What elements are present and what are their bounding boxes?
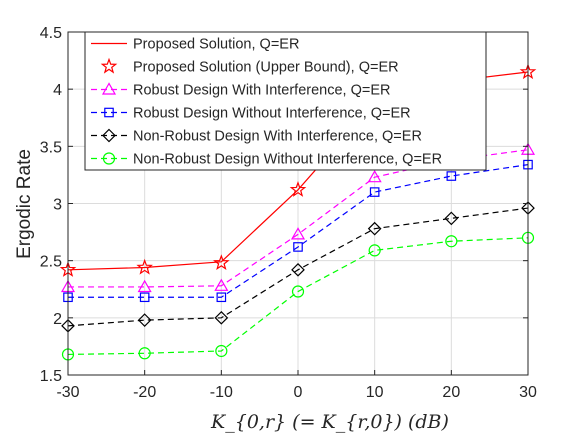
series-6 bbox=[61, 231, 535, 361]
data-point bbox=[368, 244, 381, 257]
legend-entry-6: Non-Robust Design Without Interference, … bbox=[91, 152, 442, 168]
y-tick-label: 3 bbox=[53, 197, 62, 214]
series-line bbox=[67, 237, 529, 356]
data-point bbox=[100, 57, 118, 74]
legend-box bbox=[84, 31, 487, 171]
x-tick-label: 30 bbox=[519, 384, 537, 401]
legend-label: Robust Design With Interference, Q=ER bbox=[133, 83, 391, 99]
data-point bbox=[291, 262, 305, 277]
x-tick-label: 20 bbox=[442, 384, 460, 401]
legend-label: Robust Design Without Interference, Q=ER bbox=[133, 106, 411, 122]
data-point bbox=[214, 310, 229, 325]
data-point bbox=[215, 344, 228, 358]
y-axis-label: Ergodic Rate bbox=[14, 149, 35, 259]
series-line bbox=[67, 207, 529, 327]
data-point bbox=[216, 292, 227, 303]
y-tick-label: 1.5 bbox=[40, 368, 62, 385]
legend-entry-4: Robust Design Without Interference, Q=ER bbox=[91, 106, 411, 122]
data-point bbox=[293, 242, 303, 252]
data-point bbox=[369, 187, 380, 197]
legend-label: Proposed Solution, Q=ER bbox=[133, 37, 299, 53]
data-point bbox=[137, 279, 152, 293]
data-point bbox=[101, 82, 117, 95]
series-line bbox=[68, 164, 529, 298]
data-point bbox=[291, 285, 305, 298]
x-tick-label: -30 bbox=[56, 384, 79, 401]
data-point bbox=[102, 128, 116, 143]
legend-label: Non-Robust Design Without Interference, … bbox=[133, 152, 442, 168]
y-tick-label: 2.5 bbox=[40, 254, 62, 271]
legend-label: Proposed Solution (Upper Bound), Q=ER bbox=[133, 60, 399, 76]
legend-entry-2: Proposed Solution (Upper Bound), Q=ER bbox=[100, 57, 399, 76]
y-tick-label: 3.5 bbox=[40, 139, 62, 156]
data-point bbox=[367, 221, 382, 236]
legend-entry-5: Non-Robust Design With Interference, Q=E… bbox=[91, 129, 422, 145]
data-point bbox=[213, 254, 230, 271]
x-tick-label: -10 bbox=[210, 384, 233, 401]
data-point bbox=[444, 211, 459, 226]
tick-layer: -30 -20 -10 0 10 20 30 1.5 2 2.5 3 3.5 4 4.5 bbox=[40, 25, 537, 401]
legend-entry-3: Robust Design With Interference, Q=ER bbox=[91, 82, 391, 99]
data-point bbox=[136, 258, 153, 275]
data-point bbox=[138, 347, 151, 360]
x-axis-label: K_{0,r} (= K_{r,0}) (dB) bbox=[210, 411, 449, 433]
data-point bbox=[137, 313, 152, 327]
data-point bbox=[367, 169, 382, 183]
data-point bbox=[445, 235, 458, 248]
legend: Proposed Solution, Q=ER Proposed Solution… bbox=[84, 31, 487, 171]
series-line bbox=[68, 149, 529, 288]
legend-label: Non-Robust Design With Interference, Q=E… bbox=[133, 129, 422, 145]
y-tick-label: 4 bbox=[53, 82, 62, 99]
x-tick-label: -20 bbox=[133, 384, 156, 401]
y-tick-label: 2 bbox=[53, 311, 62, 328]
x-tick-label: 10 bbox=[366, 384, 384, 401]
data-point bbox=[446, 171, 457, 181]
legend-entry-1: Proposed Solution, Q=ER bbox=[91, 37, 299, 53]
data-point bbox=[214, 278, 229, 291]
data-point bbox=[102, 152, 116, 165]
y-tick-label: 4.5 bbox=[40, 25, 62, 42]
x-tick-label: 0 bbox=[294, 384, 303, 401]
data-point bbox=[139, 292, 150, 303]
series-5 bbox=[61, 201, 535, 333]
data-point bbox=[104, 107, 114, 118]
data-point bbox=[290, 227, 306, 240]
data-point bbox=[289, 181, 307, 197]
